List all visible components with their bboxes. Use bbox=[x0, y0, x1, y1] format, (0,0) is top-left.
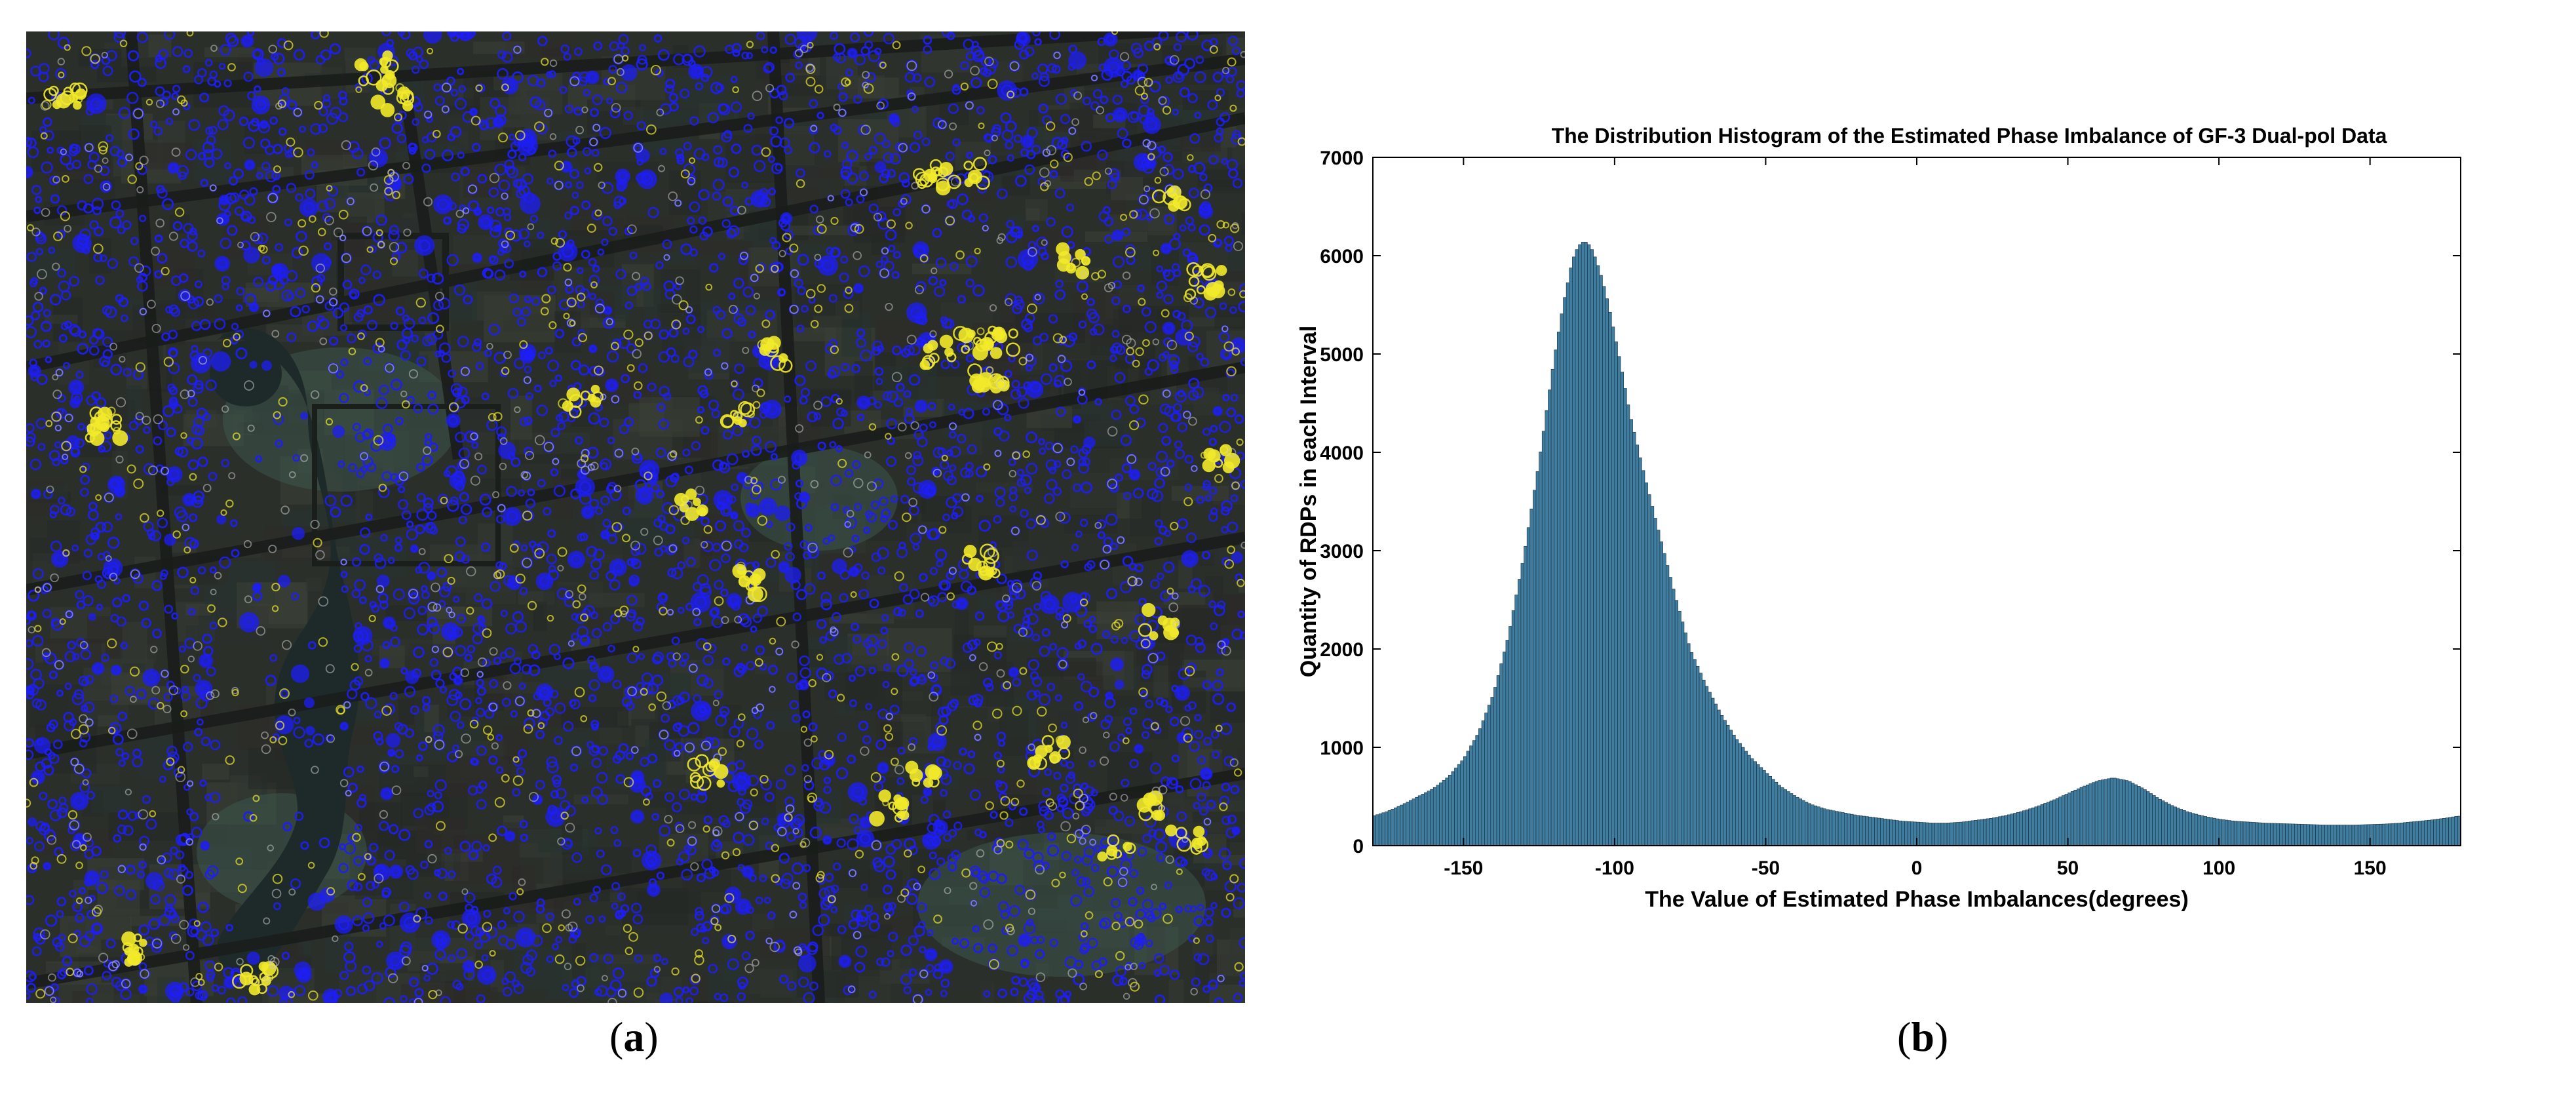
terrain-patch bbox=[973, 625, 1007, 638]
terrain-patch bbox=[668, 1000, 733, 1003]
terrain-patch bbox=[554, 311, 581, 353]
terrain-patch bbox=[786, 327, 836, 342]
terrain-patch bbox=[305, 578, 322, 592]
terrain-patch bbox=[29, 684, 83, 728]
terrain-patch bbox=[835, 704, 856, 715]
terrain-patch bbox=[344, 47, 376, 61]
terrain-patch bbox=[1242, 773, 1245, 789]
terrain-patch bbox=[1050, 543, 1064, 570]
terrain-patch bbox=[344, 121, 369, 134]
terrain-patch bbox=[345, 222, 365, 257]
terrain-patch bbox=[472, 291, 511, 321]
terrain-patch bbox=[606, 925, 621, 936]
terrain-patch bbox=[1168, 979, 1184, 1003]
terrain-patch bbox=[1210, 686, 1245, 723]
terrain-patch bbox=[599, 726, 623, 745]
terrain-patch bbox=[1239, 582, 1245, 593]
sar-image-content bbox=[26, 31, 1245, 1003]
terrain-patch bbox=[1171, 486, 1229, 501]
terrain-patch bbox=[88, 238, 111, 274]
terrain-patch bbox=[98, 715, 119, 727]
terrain-patch bbox=[453, 987, 498, 1003]
terrain-patch bbox=[127, 385, 142, 421]
terrain-patch bbox=[955, 610, 969, 652]
terrain-patch bbox=[79, 125, 111, 167]
terrain-patch bbox=[192, 139, 231, 183]
sar-image bbox=[26, 31, 1245, 1003]
terrain-patch bbox=[512, 947, 569, 991]
terrain-patch bbox=[481, 681, 554, 694]
terrain-patch bbox=[202, 764, 229, 780]
terrain-patch bbox=[186, 625, 200, 672]
terrain-patch bbox=[113, 262, 132, 279]
terrain-patch bbox=[666, 252, 696, 265]
terrain-patch bbox=[655, 998, 676, 1003]
terrain-patch bbox=[78, 445, 116, 458]
terrain-patch bbox=[1205, 576, 1224, 604]
terrain-patch bbox=[138, 755, 155, 794]
terrain-patch bbox=[1102, 1002, 1171, 1003]
terrain-patch bbox=[31, 48, 56, 69]
terrain-patch bbox=[1109, 214, 1174, 231]
terrain-patch bbox=[811, 388, 851, 427]
terrain-patch bbox=[1240, 226, 1245, 264]
terrain-patch bbox=[687, 241, 754, 255]
terrain-patch bbox=[1094, 819, 1153, 834]
terrain-patch bbox=[424, 704, 439, 732]
terrain-patch bbox=[639, 397, 700, 437]
terrain-patch bbox=[161, 485, 210, 496]
terrain-patch bbox=[1088, 420, 1116, 437]
terrain-patch bbox=[836, 301, 860, 320]
terrain-patch bbox=[1241, 212, 1245, 236]
terrain-patch bbox=[490, 960, 505, 992]
terrain-patch bbox=[1026, 208, 1040, 220]
vegetation-area bbox=[740, 446, 898, 551]
terrain-patch bbox=[618, 487, 635, 510]
terrain-patch bbox=[912, 264, 972, 275]
terrain-patch bbox=[1150, 387, 1220, 405]
terrain-patch bbox=[977, 594, 995, 610]
terrain-patch bbox=[841, 312, 872, 357]
terrain-patch bbox=[339, 970, 387, 1003]
terrain-patch bbox=[672, 76, 740, 123]
terrain-patch bbox=[887, 628, 952, 673]
terrain-patch bbox=[788, 911, 813, 922]
terrain-patch bbox=[1208, 180, 1245, 194]
terrain-patch bbox=[737, 710, 806, 731]
terrain-patch bbox=[959, 423, 982, 455]
terrain-patch bbox=[91, 787, 132, 813]
terrain-patch bbox=[413, 766, 429, 777]
terrain-patch bbox=[1153, 657, 1169, 698]
terrain-patch bbox=[533, 601, 547, 631]
terrain-patch bbox=[559, 730, 590, 769]
panel-a: (a) bbox=[0, 0, 1271, 1097]
terrain-patch bbox=[572, 943, 586, 979]
terrain-patch bbox=[702, 514, 730, 556]
terrain-patch bbox=[416, 819, 465, 854]
